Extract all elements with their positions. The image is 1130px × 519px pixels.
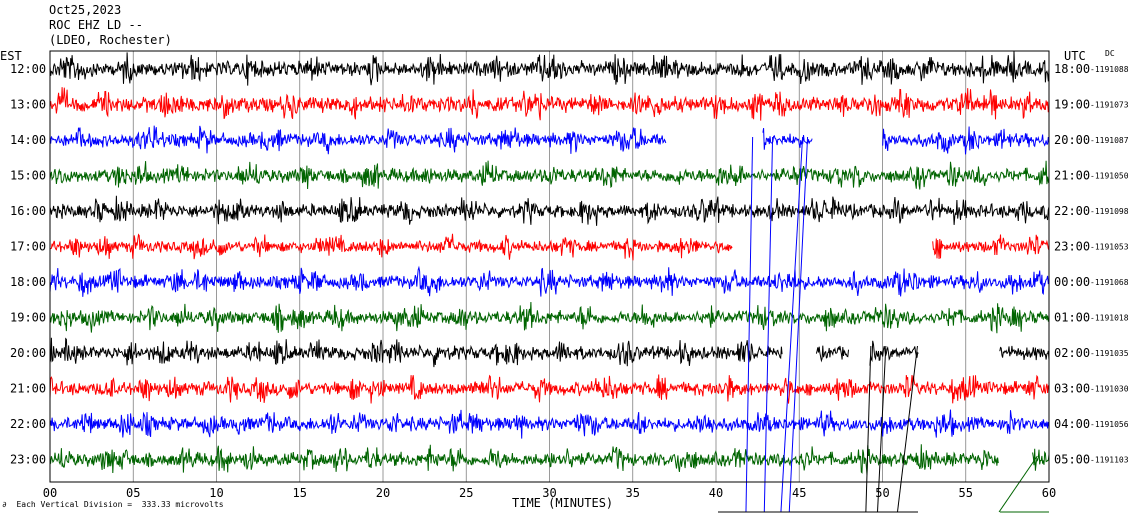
- utc-time-label: 03:00: [1054, 382, 1090, 396]
- dc-offset-label: -1191053: [1090, 243, 1129, 252]
- trace-glitch-line: [780, 136, 804, 513]
- est-time-label: 22:00: [10, 417, 46, 431]
- station-label: ROC EHZ LD --: [49, 18, 143, 32]
- footer-mark: ∂: [2, 500, 7, 509]
- seismic-trace: [49, 51, 1050, 86]
- x-tick-label: 50: [875, 486, 889, 500]
- dc-axis-label: DC: [1105, 49, 1115, 58]
- utc-time-label: 02:00: [1054, 346, 1090, 360]
- seismic-trace: [49, 233, 1050, 261]
- date-label: Oct25,2023: [49, 3, 122, 17]
- plot-frame: [49, 50, 1050, 483]
- est-time-label: 20:00: [10, 346, 46, 360]
- x-tick-label: 00: [43, 486, 57, 500]
- trace-glitch-line: [788, 136, 809, 513]
- utc-time-label: 20:00: [1054, 133, 1090, 147]
- est-time-label: 13:00: [10, 98, 46, 112]
- est-time-label: 15:00: [10, 169, 46, 183]
- seismic-trace: [49, 337, 1050, 368]
- est-time-label: 19:00: [10, 311, 46, 325]
- trace-glitch-line: [745, 136, 754, 513]
- x-tick-label: 15: [293, 486, 307, 500]
- x-tick-label: 45: [792, 486, 806, 500]
- seismic-trace: [49, 444, 1050, 476]
- seismic-trace: [49, 301, 1050, 334]
- dc-offset-label: -1191050: [1090, 172, 1129, 181]
- est-time-label: 23:00: [10, 453, 46, 467]
- x-tick-label: 25: [459, 486, 473, 500]
- x-tick-label: 05: [126, 486, 140, 500]
- dc-offset-label: -1191030: [1090, 385, 1129, 394]
- dc-offset-label: -1191056: [1090, 420, 1129, 429]
- seismic-trace: [49, 195, 1050, 226]
- x-axis-title: TIME (MINUTES): [512, 496, 614, 510]
- dc-offset-label: -1191035: [1090, 349, 1129, 358]
- utc-time-label: 00:00: [1054, 275, 1090, 289]
- utc-time-label: 19:00: [1054, 98, 1090, 112]
- est-time-label: 14:00: [10, 133, 46, 147]
- est-axis-label: EST: [0, 49, 22, 63]
- trace-glitch-line: [896, 345, 918, 513]
- seismic-trace: [49, 265, 1050, 297]
- utc-time-label: 21:00: [1054, 169, 1090, 183]
- dc-offset-label: -1191073: [1090, 101, 1129, 110]
- dc-offset-label: -1191103: [1090, 456, 1129, 465]
- x-tick-label: 30: [542, 486, 556, 500]
- utc-time-label: 18:00: [1054, 62, 1090, 76]
- dc-offset-label: -1191087: [1090, 136, 1129, 145]
- utc-time-label: 23:00: [1054, 240, 1090, 254]
- x-tick-label: 10: [209, 486, 223, 500]
- x-tick-label: 60: [1042, 486, 1056, 500]
- utc-axis-label: UTC: [1064, 49, 1086, 63]
- scale-note-text: Each Vertical Division = 333.33 microvol…: [16, 500, 224, 509]
- trace-glitch-line: [763, 136, 774, 513]
- network-label: (LDEO, Rochester): [49, 33, 172, 47]
- grid: [49, 51, 1050, 482]
- x-tick-label: 40: [709, 486, 723, 500]
- est-time-label: 17:00: [10, 240, 46, 254]
- seismic-trace: [49, 374, 1050, 404]
- est-time-label: 12:00: [10, 62, 46, 76]
- est-time-label: 16:00: [10, 204, 46, 218]
- seismic-trace: [49, 409, 1050, 439]
- utc-time-label: 01:00: [1054, 311, 1090, 325]
- utc-time-label: 05:00: [1054, 453, 1090, 467]
- dc-offset-label: -1191088: [1090, 65, 1129, 74]
- dc-offset-label: -1191018: [1090, 314, 1129, 323]
- utc-time-label: 22:00: [1054, 204, 1090, 218]
- seismic-trace: [49, 87, 1050, 121]
- scale-note: ∂ Each Vertical Division = 333.33 microv…: [2, 500, 224, 509]
- trace-glitch-line: [998, 455, 1038, 513]
- utc-time-label: 04:00: [1054, 417, 1090, 431]
- seismic-trace: [49, 160, 1050, 190]
- x-tick-label: 55: [959, 486, 973, 500]
- dc-offset-label: -1191098: [1090, 207, 1129, 216]
- trace-glitch-line: [877, 345, 887, 513]
- est-time-label: 18:00: [10, 275, 46, 289]
- dc-offset-label: -1191068: [1090, 278, 1129, 287]
- plot-header: Oct25,2023 ROC EHZ LD -- (LDEO, Rocheste…: [49, 3, 172, 48]
- trace-layer: [49, 51, 1050, 513]
- x-tick-label: 35: [626, 486, 640, 500]
- x-tick-label: 20: [376, 486, 390, 500]
- seismic-trace: [49, 125, 1050, 155]
- trace-glitch-line: [865, 345, 872, 513]
- est-time-label: 21:00: [10, 382, 46, 396]
